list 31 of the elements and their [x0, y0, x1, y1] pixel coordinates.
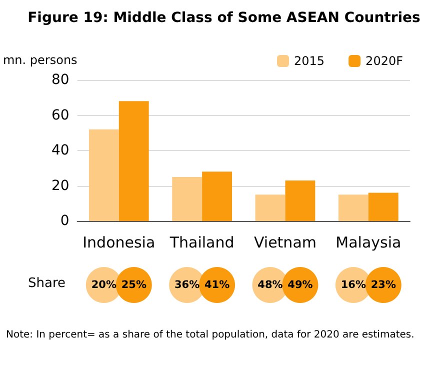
text: 23%	[370, 279, 396, 291]
y-tick-label: 20	[51, 178, 70, 194]
x-tick-label: Thailand	[168, 234, 234, 252]
bar	[202, 172, 232, 221]
bar	[88, 129, 119, 221]
bar	[338, 194, 368, 221]
text: 49%	[288, 279, 314, 291]
text: 16%	[340, 279, 366, 291]
text: Note: In percent= as a share of the total population, data for 2020 are estimates.	[6, 330, 414, 340]
x-tick-label: Indonesia	[82, 234, 156, 252]
bar	[172, 176, 202, 221]
y-tick-label: 80	[51, 72, 70, 88]
bar	[255, 194, 286, 221]
bar	[285, 180, 316, 221]
text: 36%	[174, 279, 200, 291]
text: 41%	[204, 279, 230, 291]
text: Share	[28, 276, 66, 291]
y-axis-title: mn. persons	[2, 53, 78, 67]
text: 48%	[258, 279, 284, 291]
legend-label: 2015	[294, 54, 325, 68]
text: 25%	[121, 279, 147, 291]
chart-title: Figure 19: Middle Class of Some ASEAN Countries	[28, 10, 420, 26]
x-tick-label: Malaysia	[336, 234, 402, 252]
bar	[118, 101, 149, 221]
legend-label: 2020F	[366, 54, 404, 68]
x-tick-label: Vietnam	[254, 234, 317, 252]
y-tick-label: 40	[51, 142, 70, 158]
bar	[368, 192, 398, 221]
y-tick-label: 60	[51, 107, 70, 124]
text: 20%	[91, 279, 117, 291]
y-tick-label: 0	[60, 213, 70, 229]
